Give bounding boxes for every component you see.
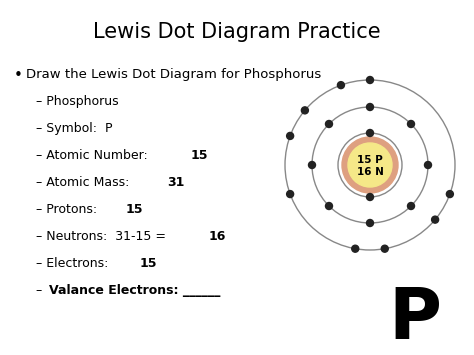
Circle shape xyxy=(425,162,431,169)
Circle shape xyxy=(287,191,293,198)
Circle shape xyxy=(287,132,293,140)
Text: Lewis Dot Diagram Practice: Lewis Dot Diagram Practice xyxy=(93,22,381,42)
Circle shape xyxy=(366,219,374,226)
Circle shape xyxy=(326,120,332,127)
Text: – Electrons:: – Electrons: xyxy=(36,257,117,270)
Circle shape xyxy=(408,202,414,209)
Circle shape xyxy=(366,76,374,83)
Circle shape xyxy=(309,162,316,169)
Text: – Protons:: – Protons: xyxy=(36,203,105,216)
Text: Valance Electrons: ______: Valance Electrons: ______ xyxy=(49,284,220,297)
Text: – Phosphorus: – Phosphorus xyxy=(36,95,118,108)
Text: – Atomic Number:: – Atomic Number: xyxy=(36,149,156,162)
Text: – Neutrons:  31-15 =: – Neutrons: 31-15 = xyxy=(36,230,170,243)
Text: –: – xyxy=(36,284,46,297)
Circle shape xyxy=(408,120,414,127)
Text: – Symbol:  P: – Symbol: P xyxy=(36,122,112,135)
Circle shape xyxy=(432,216,438,223)
Circle shape xyxy=(381,245,388,252)
Circle shape xyxy=(337,82,345,89)
Circle shape xyxy=(366,193,374,201)
Circle shape xyxy=(326,202,332,209)
Circle shape xyxy=(366,104,374,110)
Circle shape xyxy=(301,107,309,114)
Circle shape xyxy=(366,130,374,137)
Circle shape xyxy=(447,191,453,198)
Circle shape xyxy=(342,137,398,193)
Text: 15: 15 xyxy=(191,149,208,162)
Text: 16 N: 16 N xyxy=(356,167,383,177)
Text: P: P xyxy=(389,285,441,354)
Text: 15: 15 xyxy=(125,203,143,216)
Text: 15: 15 xyxy=(140,257,157,270)
Text: – Atomic Mass:: – Atomic Mass: xyxy=(36,176,137,189)
Text: 31: 31 xyxy=(167,176,184,189)
Circle shape xyxy=(348,143,392,187)
Circle shape xyxy=(352,245,359,252)
Text: •: • xyxy=(14,68,23,83)
Text: 16: 16 xyxy=(209,230,226,243)
Text: Draw the Lewis Dot Diagram for Phosphorus: Draw the Lewis Dot Diagram for Phosphoru… xyxy=(26,68,321,81)
Text: 15 P: 15 P xyxy=(357,155,383,165)
